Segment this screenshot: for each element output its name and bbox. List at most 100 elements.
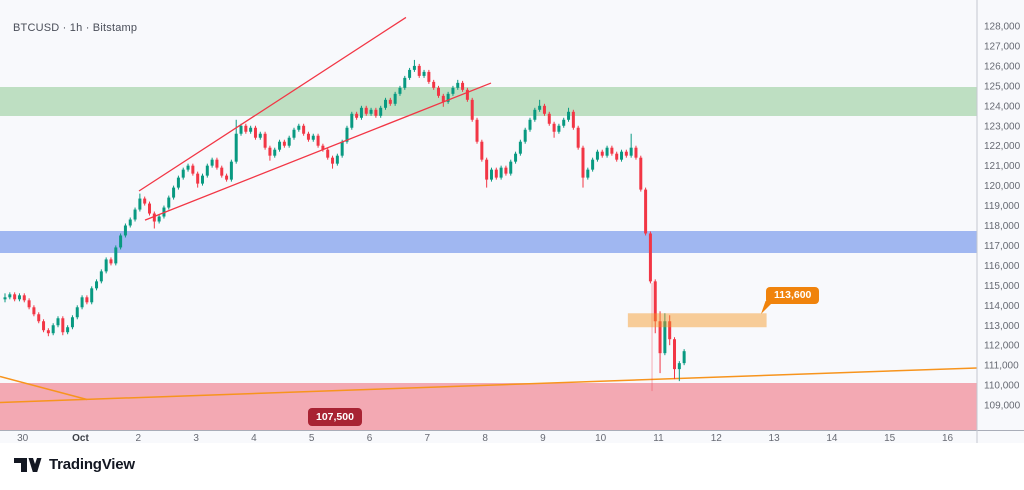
candle-body	[3, 297, 7, 300]
candle-body	[311, 135, 315, 140]
wedge-upper-red[interactable]	[138, 16, 407, 192]
candle-body	[465, 89, 469, 100]
candle-body	[37, 314, 41, 322]
price-axis-label: 111,000	[984, 361, 1019, 372]
candle-body	[350, 113, 354, 128]
candle-body	[22, 295, 26, 301]
candle-body	[253, 127, 257, 138]
candle-body	[56, 318, 60, 326]
price-callout-107500[interactable]: 107,500	[308, 408, 362, 426]
price-axis[interactable]: 128,000 127,000 126,000 125,000 124,000 123,0…	[984, 22, 1021, 412]
tradingview-logo-icon	[14, 457, 42, 472]
price-axis-label: 118,000	[984, 221, 1020, 232]
tradingview-logo-text: TradingView	[49, 456, 135, 473]
price-axis-label: 123,000	[984, 121, 1021, 132]
candle-body	[345, 127, 349, 142]
candle-body	[451, 87, 455, 94]
price-bands	[0, 86, 977, 431]
candle-body	[586, 169, 590, 178]
candle-body	[172, 187, 176, 198]
candle-body	[417, 65, 421, 76]
candle-body	[13, 294, 17, 300]
candle-body	[268, 147, 272, 156]
candle-body	[278, 141, 282, 150]
time-axis-label: 12	[711, 433, 723, 444]
candle-body	[653, 281, 657, 322]
candle-body	[95, 281, 99, 289]
candle-body	[610, 147, 614, 154]
candle-body	[138, 198, 142, 210]
candle-body	[196, 173, 200, 184]
support-band-pink[interactable]	[0, 383, 977, 431]
candle-body	[648, 233, 652, 282]
tradingview-logo[interactable]: TradingView	[14, 456, 135, 473]
orange-trend-short[interactable]	[0, 375, 88, 401]
candle-body	[340, 141, 344, 156]
candle-body	[374, 109, 378, 116]
candle-body	[624, 151, 628, 156]
candle-body	[533, 109, 537, 120]
time-axis-label: 8	[482, 433, 488, 444]
price-axis-label: 125,000	[984, 81, 1021, 92]
candle-body	[85, 297, 89, 303]
candle-body	[538, 105, 542, 110]
price-axis-label: 116,000	[984, 261, 1020, 272]
candle-body	[287, 137, 291, 146]
candle-body	[432, 81, 436, 88]
candle-body	[181, 169, 185, 178]
wedge-lower-red[interactable]	[144, 82, 492, 221]
candle-body	[331, 157, 335, 164]
candle-body	[273, 149, 277, 156]
candle-body	[119, 235, 123, 248]
candle-body	[210, 159, 214, 166]
candle-body	[663, 321, 667, 354]
candle-body	[66, 327, 70, 333]
candle-body	[682, 351, 686, 364]
time-axis-label: 2	[136, 433, 142, 444]
candle-body	[234, 133, 238, 162]
support-band-blue[interactable]	[0, 231, 977, 254]
candle-body	[571, 111, 575, 128]
price-axis-label: 128,000	[984, 22, 1021, 33]
resistance-band-green[interactable]	[0, 86, 977, 116]
price-axis-label: 121,000	[984, 161, 1021, 172]
time-axis-label: 15	[884, 433, 896, 444]
candle-body	[567, 111, 571, 120]
candle-body	[215, 159, 219, 168]
orange-trend-long[interactable]	[0, 367, 978, 404]
candle-body	[32, 307, 36, 315]
candle-body	[123, 225, 127, 236]
time-axis-label: 14	[826, 433, 838, 444]
candle-body	[668, 321, 672, 340]
candle-body	[205, 165, 209, 176]
trend-lines-back	[0, 282, 978, 404]
candle-body	[99, 271, 103, 282]
candle-body	[302, 125, 306, 134]
demand-zone-orange[interactable]	[627, 313, 767, 328]
candle-body	[673, 339, 677, 370]
candle-body	[148, 203, 152, 214]
candle-body	[398, 87, 402, 94]
candle-body	[316, 135, 320, 146]
time-axis[interactable]: 30 Oct 2 3 4 5 6 7 8 9 10 11 12 13 14 15 16	[17, 433, 953, 444]
candle-body	[167, 197, 171, 208]
candle-body	[408, 69, 412, 78]
price-callout-113600[interactable]: 113,600	[766, 287, 820, 304]
candle-body	[27, 300, 31, 308]
price-axis-label: 113,000	[984, 321, 1020, 332]
candle-body	[244, 125, 248, 132]
candle-body	[282, 141, 286, 146]
time-axis-label: 16	[942, 433, 954, 444]
candle-body	[369, 109, 373, 114]
time-axis-label: 13	[769, 433, 781, 444]
candle-body	[229, 161, 233, 180]
candle-body	[629, 147, 633, 156]
candle-body	[104, 259, 108, 272]
candle-body	[485, 159, 489, 180]
candle-body	[562, 119, 566, 126]
candle-body	[441, 95, 445, 102]
candle-body	[114, 247, 118, 264]
candle-body	[422, 71, 426, 76]
